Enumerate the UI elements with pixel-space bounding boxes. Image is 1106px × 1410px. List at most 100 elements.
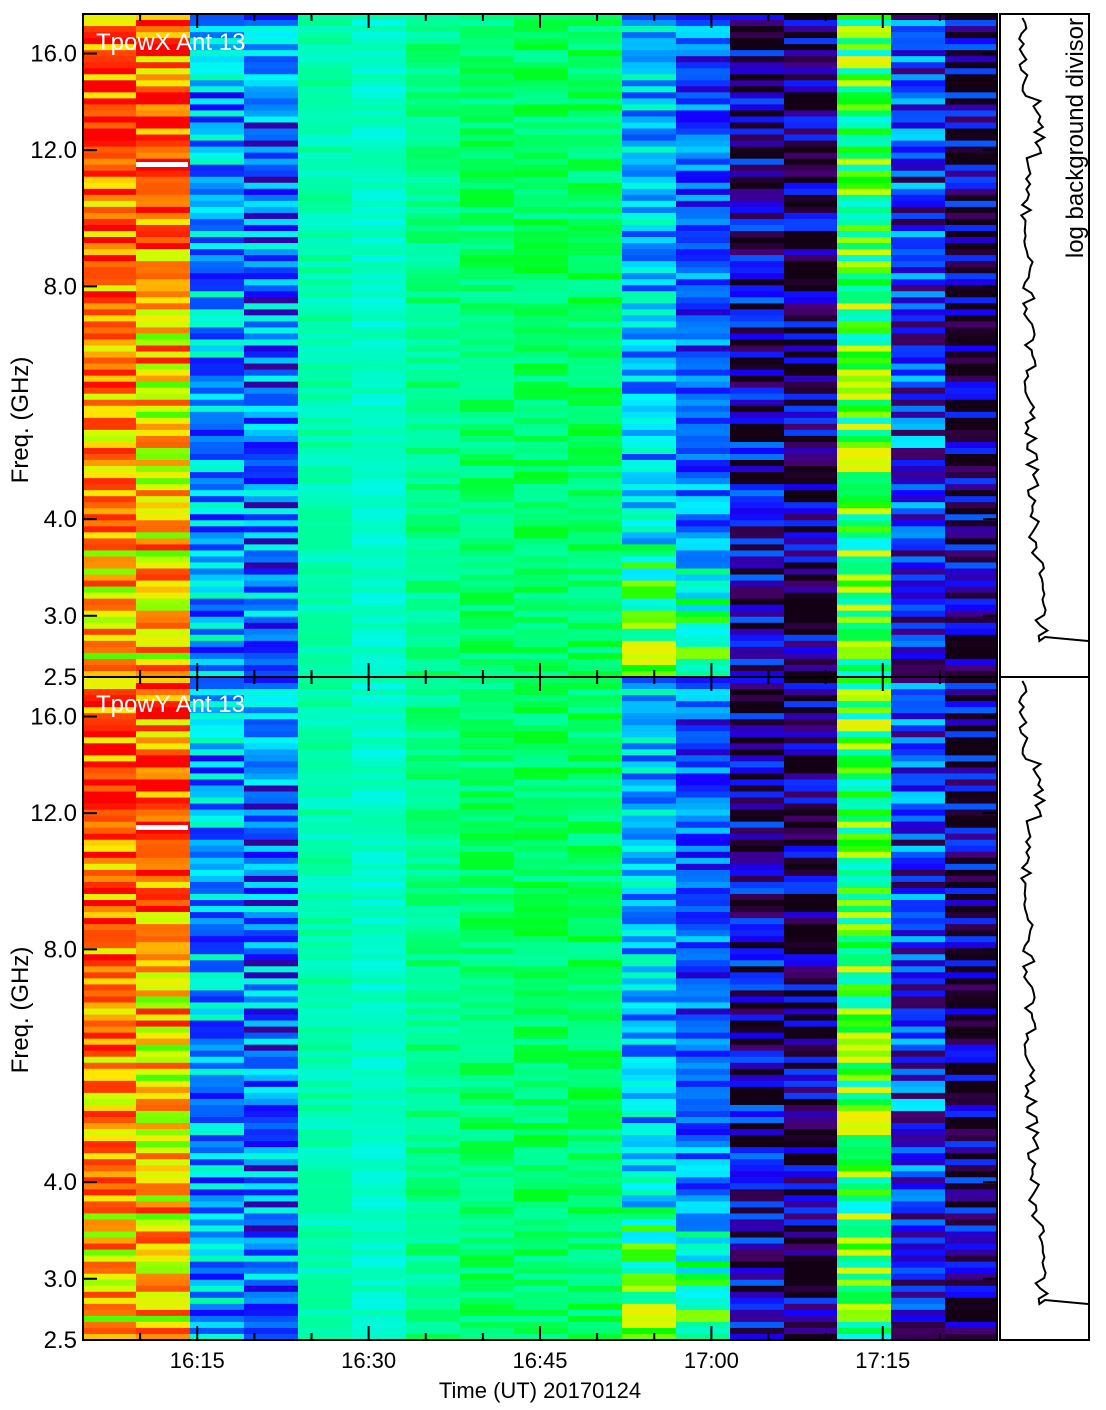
- heatmap-cell: [406, 1243, 460, 1251]
- heatmap-cell: [406, 502, 460, 509]
- heatmap-cell: [352, 1086, 406, 1094]
- heatmap-cell: [945, 737, 997, 744]
- heatmap-cell: [298, 50, 352, 57]
- heatmap-cell: [406, 212, 460, 220]
- heatmap-cell: [730, 255, 784, 262]
- heatmap-cell: [406, 339, 460, 347]
- y-tick-label: 12.0: [30, 800, 77, 827]
- heatmap-cell: [244, 218, 298, 226]
- heatmap-cell: [83, 32, 136, 39]
- heatmap-cell: [568, 670, 622, 678]
- heatmap-cell: [784, 725, 837, 732]
- heatmap-cell: [945, 381, 997, 389]
- heatmap-cell: [837, 785, 891, 793]
- heatmap-cell: [298, 453, 352, 461]
- heatmap-cell: [784, 176, 837, 184]
- heatmap-cell: [83, 1255, 136, 1263]
- heatmap-cell: [730, 1249, 784, 1257]
- heatmap-cell: [891, 1189, 945, 1196]
- heatmap-cell: [837, 20, 891, 27]
- heatmap-cell: [298, 206, 352, 214]
- heatmap-cell: [568, 453, 622, 461]
- heatmap-cell: [298, 538, 352, 545]
- heatmap-cell: [784, 616, 837, 624]
- heatmap-cell: [568, 857, 622, 865]
- heatmap-cell: [460, 218, 514, 226]
- heatmap-cell: [244, 640, 298, 648]
- heatmap-cell: [244, 1062, 298, 1070]
- heatmap-cell: [945, 1129, 997, 1136]
- heatmap-cell: [945, 261, 997, 268]
- heatmap-cell: [514, 556, 568, 564]
- heatmap-cell: [837, 646, 891, 654]
- heatmap-cell: [945, 900, 997, 907]
- heatmap-cell: [891, 954, 945, 961]
- heatmap-cell: [568, 176, 622, 184]
- heatmap-cell: [676, 520, 730, 527]
- heatmap-cell: [83, 875, 136, 883]
- heatmap-cell: [622, 1020, 676, 1028]
- heatmap-cell: [83, 749, 136, 756]
- heatmap-cell: [891, 658, 945, 666]
- heatmap-cell: [460, 1255, 514, 1263]
- heatmap-cell: [568, 1249, 622, 1257]
- heatmap-cell: [730, 212, 784, 220]
- heatmap-cell: [136, 942, 190, 949]
- heatmap-cell: [244, 1327, 298, 1335]
- heatmap-cell: [352, 1171, 406, 1178]
- heatmap-cell: [352, 1062, 406, 1070]
- heatmap-cell: [730, 1213, 784, 1221]
- heatmap-cell: [622, 478, 676, 485]
- heatmap-cell: [622, 182, 676, 190]
- heatmap-cell: [244, 538, 298, 545]
- heatmap-cell: [784, 936, 837, 943]
- heatmap-cell: [622, 267, 676, 274]
- heatmap-cell: [352, 1159, 406, 1166]
- heatmap-cell: [136, 417, 190, 425]
- heatmap-cell: [190, 453, 244, 461]
- heatmap-cell: [406, 936, 460, 943]
- heatmap-cell: [136, 1044, 190, 1052]
- heatmap-cell: [514, 351, 568, 359]
- heatmap-cell: [136, 134, 190, 142]
- heatmap-cell: [298, 98, 352, 106]
- heatmap-cell: [676, 869, 730, 877]
- heatmap-cell: [406, 62, 460, 69]
- heatmap-cell: [837, 677, 891, 684]
- heatmap-cell: [514, 92, 568, 99]
- heatmap-cell: [730, 701, 784, 708]
- heatmap-cell: [837, 900, 891, 907]
- heatmap-cell: [676, 333, 730, 341]
- heatmap-cell: [676, 1219, 730, 1227]
- heatmap-cell: [891, 417, 945, 425]
- heatmap-cell: [460, 677, 514, 684]
- heatmap-cell: [837, 701, 891, 708]
- heatmap-cell: [136, 104, 190, 112]
- heatmap-cell: [298, 1201, 352, 1208]
- heatmap-cell: [891, 978, 945, 985]
- heatmap-cell: [352, 56, 406, 63]
- heatmap-cell: [622, 411, 676, 419]
- heatmap-cell: [784, 1249, 837, 1257]
- heatmap-cell: [676, 954, 730, 961]
- heatmap-cell: [83, 243, 136, 250]
- heatmap-cell: [406, 972, 460, 979]
- heatmap-cell: [406, 875, 460, 883]
- heatmap-cell: [730, 345, 784, 353]
- heatmap-cell: [730, 1123, 784, 1130]
- heatmap-cell: [514, 1297, 568, 1305]
- heatmap-cell: [352, 128, 406, 136]
- heatmap-cell: [83, 399, 136, 407]
- heatmap-cell: [891, 550, 945, 558]
- heatmap-cell: [568, 1279, 622, 1287]
- heatmap-cell: [298, 893, 352, 901]
- heatmap-cell: [83, 146, 136, 154]
- heatmap-cell: [406, 1074, 460, 1082]
- heatmap-cell: [784, 1104, 837, 1112]
- heatmap-cell: [298, 640, 352, 648]
- heatmap-cell: [730, 68, 784, 75]
- heatmap-cell: [514, 713, 568, 720]
- heatmap-cell: [730, 74, 784, 81]
- heatmap-cell: [514, 1261, 568, 1269]
- heatmap-cell: [730, 200, 784, 208]
